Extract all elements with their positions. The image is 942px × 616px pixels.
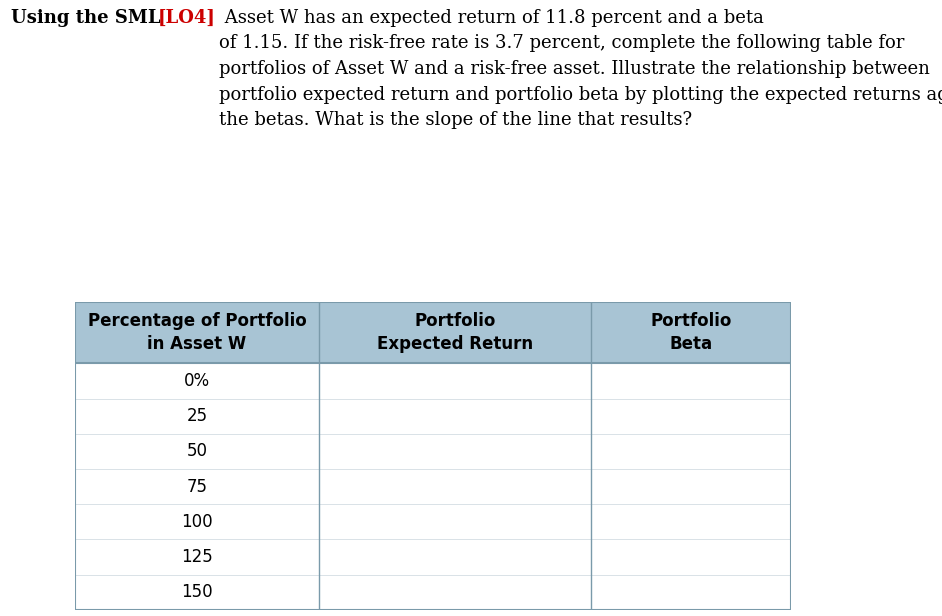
Text: 75: 75 [187,477,207,496]
Text: 125: 125 [181,548,213,566]
Text: 50: 50 [187,442,207,460]
Text: Asset W has an expected return of 11.8 percent and a beta
of 1.15. If the risk-f: Asset W has an expected return of 11.8 p… [219,9,942,129]
Text: Portfolio
Expected Return: Portfolio Expected Return [377,312,533,353]
Text: 150: 150 [181,583,213,601]
Text: 0%: 0% [184,372,210,390]
Text: Portfolio
Beta: Portfolio Beta [650,312,732,353]
Bar [75,302,791,363]
Text: Using the SML: Using the SML [11,9,167,26]
Text: Percentage of Portfolio
in Asset W: Percentage of Portfolio in Asset W [88,312,306,353]
Text: [LO4]: [LO4] [157,9,215,26]
Text: 25: 25 [187,407,207,425]
Text: 100: 100 [181,513,213,531]
